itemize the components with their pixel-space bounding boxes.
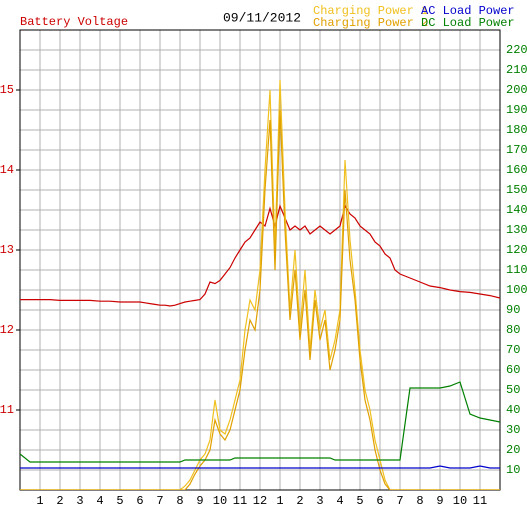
- y2-tick-label: 200: [506, 83, 527, 97]
- x-tick-label: 11: [473, 494, 487, 508]
- x-tick-label: 10: [213, 494, 227, 508]
- y2-tick-label: 120: [506, 243, 527, 257]
- x-tick-label: 5: [356, 494, 363, 508]
- y2-tick-label: 110: [506, 263, 527, 277]
- y2-tick-label: 150: [506, 183, 527, 197]
- y2-tick-label: 130: [506, 223, 527, 237]
- x-tick-label: 4: [336, 494, 343, 508]
- y2-tick-label: 190: [506, 103, 527, 117]
- legend-label: Charging Power 1: [313, 4, 428, 18]
- plot-border: [19, 29, 501, 491]
- x-tick-label: 1: [36, 494, 43, 508]
- y2-tick-label: 40: [506, 403, 520, 417]
- y2-tick-label: 30: [506, 423, 520, 437]
- legend-label: Charging Power 2: [313, 16, 428, 30]
- legend-label: Battery Voltage: [20, 15, 128, 29]
- x-tick-label: 2: [56, 494, 63, 508]
- x-tick-label: 3: [76, 494, 83, 508]
- series-line: [20, 79, 500, 490]
- y2-tick-label: 80: [506, 323, 520, 337]
- x-tick-label: 10: [453, 494, 467, 508]
- y-tick-label: 14: [0, 163, 14, 177]
- y2-tick-label: 20: [506, 443, 520, 457]
- y2-tick-label: 220: [506, 43, 527, 57]
- x-tick-label: 12: [253, 494, 267, 508]
- y2-tick-label: 210: [506, 63, 527, 77]
- x-tick-label: 1: [276, 494, 283, 508]
- y2-tick-label: 170: [506, 143, 527, 157]
- y2-tick-label: 70: [506, 343, 520, 357]
- y2-tick-label: 60: [506, 363, 520, 377]
- x-tick-label: 8: [176, 494, 183, 508]
- y2-tick-label: 100: [506, 283, 527, 297]
- x-tick-label: 9: [196, 494, 203, 508]
- series-line: [20, 109, 500, 490]
- x-tick-label: 7: [156, 494, 163, 508]
- legend-label: DC Load Power: [421, 16, 515, 30]
- x-tick-label: 6: [376, 494, 383, 508]
- x-tick-label: 2: [296, 494, 303, 508]
- y-tick-label: 12: [0, 323, 14, 337]
- x-tick-label: 5: [116, 494, 123, 508]
- y-tick-label: 13: [0, 243, 14, 257]
- y-tick-label: 11: [0, 403, 14, 417]
- x-tick-label: 4: [96, 494, 103, 508]
- y2-tick-label: 160: [506, 163, 527, 177]
- chart-title: 09/11/2012: [223, 10, 301, 25]
- x-tick-label: 6: [136, 494, 143, 508]
- y2-tick-label: 140: [506, 203, 527, 217]
- x-tick-label: 9: [436, 494, 443, 508]
- x-tick-label: 11: [233, 494, 247, 508]
- y2-tick-label: 90: [506, 303, 520, 317]
- series-line: [20, 381, 500, 463]
- y2-tick-label: 10: [506, 463, 520, 477]
- y2-tick-label: 180: [506, 123, 527, 137]
- series-line: [20, 204, 500, 307]
- x-tick-label: 7: [396, 494, 403, 508]
- x-tick-label: 3: [316, 494, 323, 508]
- legend-label: AC Load Power: [421, 4, 515, 18]
- x-tick-label: 8: [416, 494, 423, 508]
- y-tick-label: 15: [0, 83, 14, 97]
- series-line: [20, 465, 500, 469]
- y2-tick-label: 50: [506, 383, 520, 397]
